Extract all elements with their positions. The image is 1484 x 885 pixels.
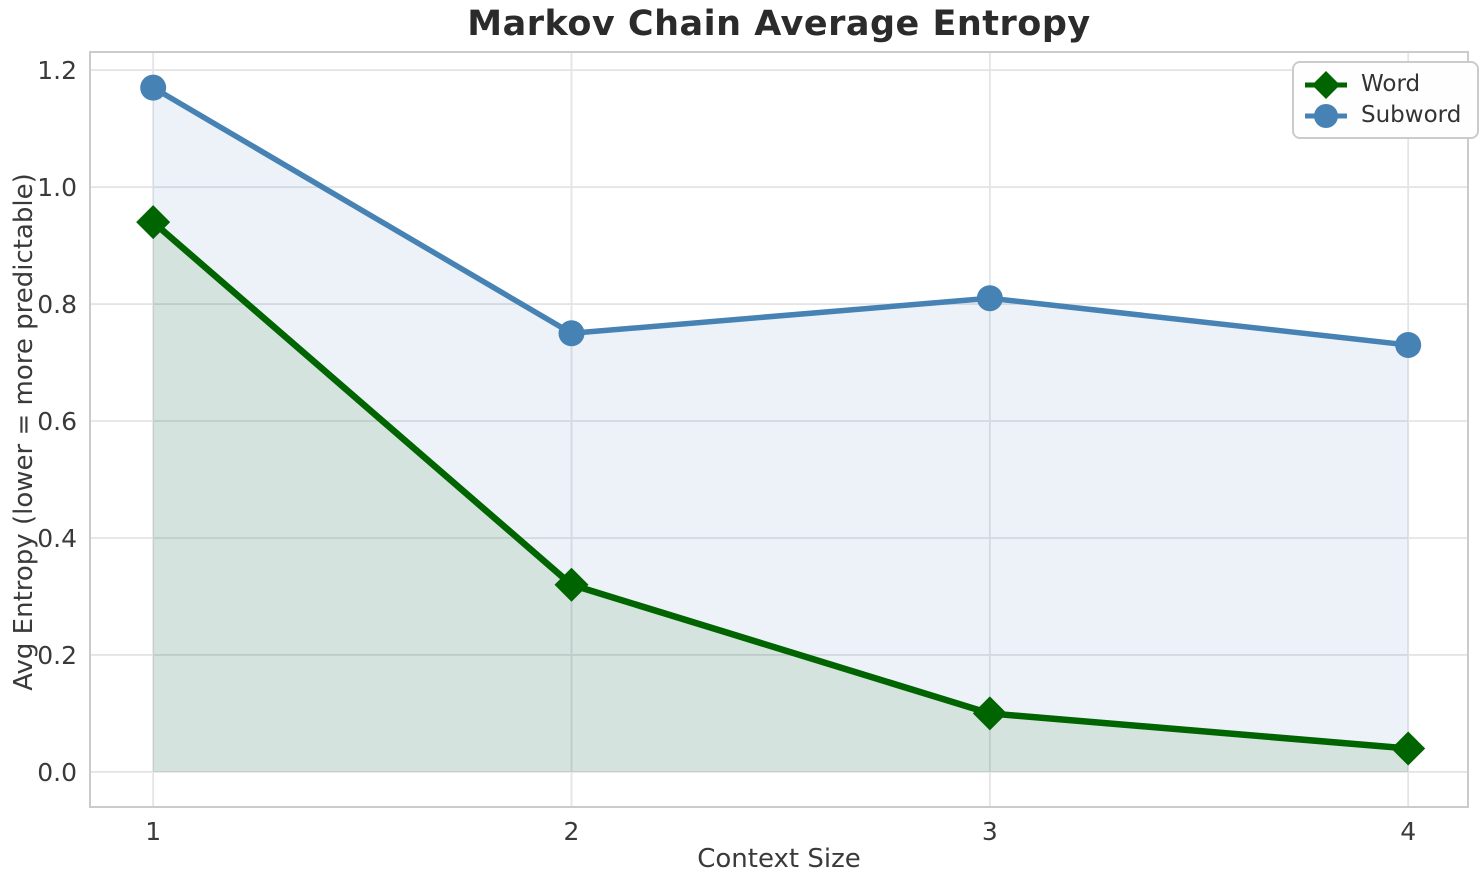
legend-item-subword: Subword <box>1303 101 1461 130</box>
chart-title: Markov Chain Average Entropy <box>467 4 1091 44</box>
series-line-subword <box>150 84 1411 348</box>
marker-word <box>554 567 589 602</box>
y-tick-label: 1.0 <box>37 173 77 202</box>
y-tick-label: 1.2 <box>37 56 77 85</box>
x-tick-label: 1 <box>145 817 161 846</box>
y-tick-label: 0.8 <box>37 290 77 319</box>
legend-label-subword: Subword <box>1361 102 1462 128</box>
marker-subword <box>558 320 585 347</box>
legend: Word Subword <box>1292 61 1480 139</box>
marker-word <box>1391 731 1426 766</box>
series-line-word <box>149 218 1412 752</box>
subword-circle-icon <box>1305 103 1347 128</box>
y-tick-label: 0.6 <box>37 407 77 436</box>
marker-subword <box>976 285 1003 312</box>
x-tick-label: 3 <box>982 817 998 846</box>
marker-subword <box>140 74 167 101</box>
marker-word <box>972 696 1007 731</box>
marker-subword <box>1395 331 1422 358</box>
axes-spines <box>89 51 1469 808</box>
marker-word <box>136 205 171 240</box>
word-diamond-icon <box>1305 70 1347 99</box>
area-fill-subword <box>153 87 1409 772</box>
legend-item-word: Word <box>1303 70 1461 99</box>
x-tick-label: 2 <box>564 817 580 846</box>
y-tick-label: 0.2 <box>37 641 77 670</box>
y-tick-label: 0.4 <box>37 524 77 553</box>
legend-label-word: Word <box>1361 71 1421 97</box>
x-axis-label: Context Size <box>697 844 861 874</box>
area-fill-word <box>153 222 1409 772</box>
x-tick-label: 4 <box>1400 817 1416 846</box>
y-tick-label: 0.0 <box>37 758 77 787</box>
